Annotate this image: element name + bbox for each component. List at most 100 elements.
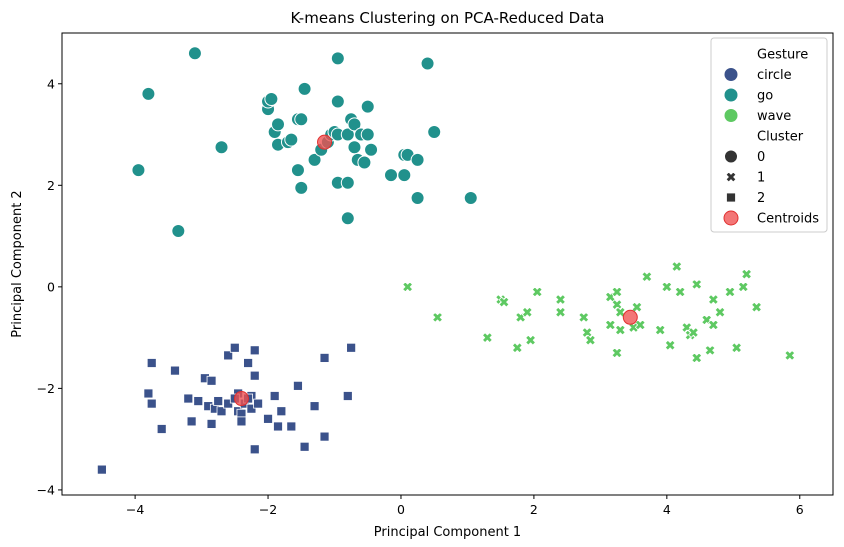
data-point bbox=[357, 155, 372, 170]
data-point bbox=[581, 327, 593, 338]
data-point bbox=[671, 261, 683, 272]
y-tick-label: −2 bbox=[37, 381, 55, 396]
data-point bbox=[249, 370, 260, 381]
legend-marker-circle bbox=[724, 68, 738, 81]
data-point bbox=[714, 306, 726, 318]
x-axis-ticks: −4 −2 0 2 4 6 bbox=[126, 495, 804, 517]
data-point bbox=[290, 163, 305, 178]
data-point bbox=[141, 86, 156, 101]
plot-frame bbox=[61, 32, 834, 496]
data-point bbox=[264, 92, 279, 106]
data-point bbox=[384, 168, 399, 183]
data-point bbox=[170, 365, 180, 376]
data-point bbox=[246, 403, 257, 414]
data-point bbox=[293, 380, 303, 391]
data-point bbox=[236, 416, 247, 427]
data-point bbox=[346, 342, 357, 353]
data-point bbox=[193, 396, 204, 406]
series-circle bbox=[96, 342, 357, 475]
legend-label-wave: wave bbox=[757, 109, 791, 124]
data-point bbox=[319, 353, 330, 363]
legend-label-cluster-2: 2 bbox=[757, 191, 765, 206]
data-point bbox=[347, 117, 362, 132]
y-tick-label: 4 bbox=[47, 76, 55, 91]
data-point bbox=[347, 140, 362, 155]
data-point bbox=[410, 191, 425, 205]
data-point bbox=[634, 319, 646, 331]
data-point bbox=[271, 117, 286, 132]
data-point bbox=[156, 424, 167, 434]
data-point bbox=[330, 94, 345, 109]
legend-marker-cluster-1 bbox=[725, 171, 737, 183]
data-point bbox=[187, 46, 202, 61]
data-point bbox=[143, 388, 154, 399]
data-point bbox=[498, 296, 510, 308]
data-point bbox=[213, 396, 224, 406]
data-point bbox=[731, 342, 742, 354]
data-point bbox=[704, 345, 716, 356]
data-point bbox=[611, 299, 623, 310]
data-point bbox=[410, 152, 425, 167]
data-point bbox=[131, 163, 146, 178]
data-point bbox=[708, 319, 719, 331]
data-point bbox=[674, 286, 686, 298]
series-go bbox=[131, 46, 478, 238]
data-point bbox=[206, 375, 217, 386]
data-point bbox=[525, 334, 536, 346]
centroid-point bbox=[233, 391, 249, 407]
legend-marker-cluster-0 bbox=[724, 149, 738, 164]
data-point bbox=[724, 286, 736, 298]
legend-label-cluster-0: 0 bbox=[757, 150, 765, 165]
x-tick-label: 6 bbox=[796, 502, 804, 517]
legend-style-title: Cluster bbox=[757, 130, 804, 145]
data-point bbox=[263, 413, 273, 424]
legend-hue-title: Gesture bbox=[757, 48, 808, 63]
data-point bbox=[146, 358, 157, 368]
y-tick-label: 0 bbox=[47, 279, 55, 294]
data-point bbox=[297, 81, 312, 96]
data-point bbox=[585, 334, 596, 346]
data-point bbox=[360, 127, 375, 142]
legend-marker-centroids bbox=[723, 210, 739, 226]
data-point bbox=[427, 125, 442, 139]
centroids bbox=[233, 134, 638, 407]
y-axis-label: Principal Component 2 bbox=[10, 190, 25, 337]
y-tick-label: 2 bbox=[47, 178, 55, 193]
data-point bbox=[340, 211, 355, 226]
data-point bbox=[654, 324, 666, 336]
data-point bbox=[183, 393, 194, 404]
data-point bbox=[249, 345, 260, 356]
data-point bbox=[482, 332, 493, 343]
data-point bbox=[397, 168, 412, 183]
data-point bbox=[269, 391, 280, 401]
data-point bbox=[96, 464, 107, 475]
data-point bbox=[330, 51, 345, 66]
centroid-point bbox=[317, 134, 333, 150]
data-point bbox=[578, 312, 590, 323]
y-axis-ticks: −4 −2 0 2 4 bbox=[37, 76, 62, 497]
x-axis-label: Principal Component 1 bbox=[374, 525, 521, 540]
data-point bbox=[664, 339, 676, 351]
data-point bbox=[521, 306, 533, 318]
legend-box bbox=[710, 37, 828, 233]
plot-area bbox=[61, 32, 834, 496]
data-point bbox=[708, 294, 719, 305]
legend-marker-wave bbox=[724, 109, 738, 122]
data-point bbox=[294, 180, 309, 195]
data-point bbox=[611, 286, 623, 298]
data-point bbox=[206, 419, 217, 429]
centroid-point bbox=[622, 309, 638, 325]
data-point bbox=[253, 398, 263, 409]
data-point bbox=[223, 398, 234, 409]
legend-marker-go bbox=[724, 88, 738, 102]
x-tick-label: 4 bbox=[663, 502, 671, 517]
chart-title: K-means Clustering on PCA-Reduced Data bbox=[291, 9, 605, 27]
data-point bbox=[631, 301, 643, 313]
data-point bbox=[463, 191, 478, 205]
data-point bbox=[171, 224, 186, 238]
x-tick-label: 2 bbox=[530, 502, 538, 517]
data-point bbox=[784, 350, 796, 361]
data-point bbox=[249, 444, 260, 455]
data-point bbox=[432, 312, 443, 323]
